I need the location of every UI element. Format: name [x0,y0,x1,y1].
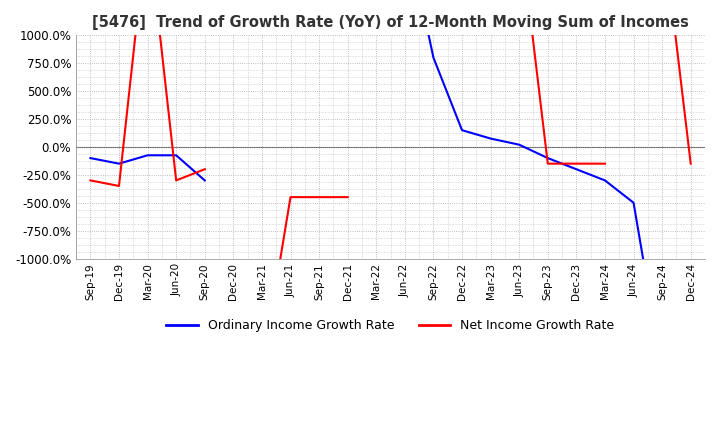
Legend: Ordinary Income Growth Rate, Net Income Growth Rate: Ordinary Income Growth Rate, Net Income … [161,314,620,337]
Title: [5476]  Trend of Growth Rate (YoY) of 12-Month Moving Sum of Incomes: [5476] Trend of Growth Rate (YoY) of 12-… [92,15,689,30]
